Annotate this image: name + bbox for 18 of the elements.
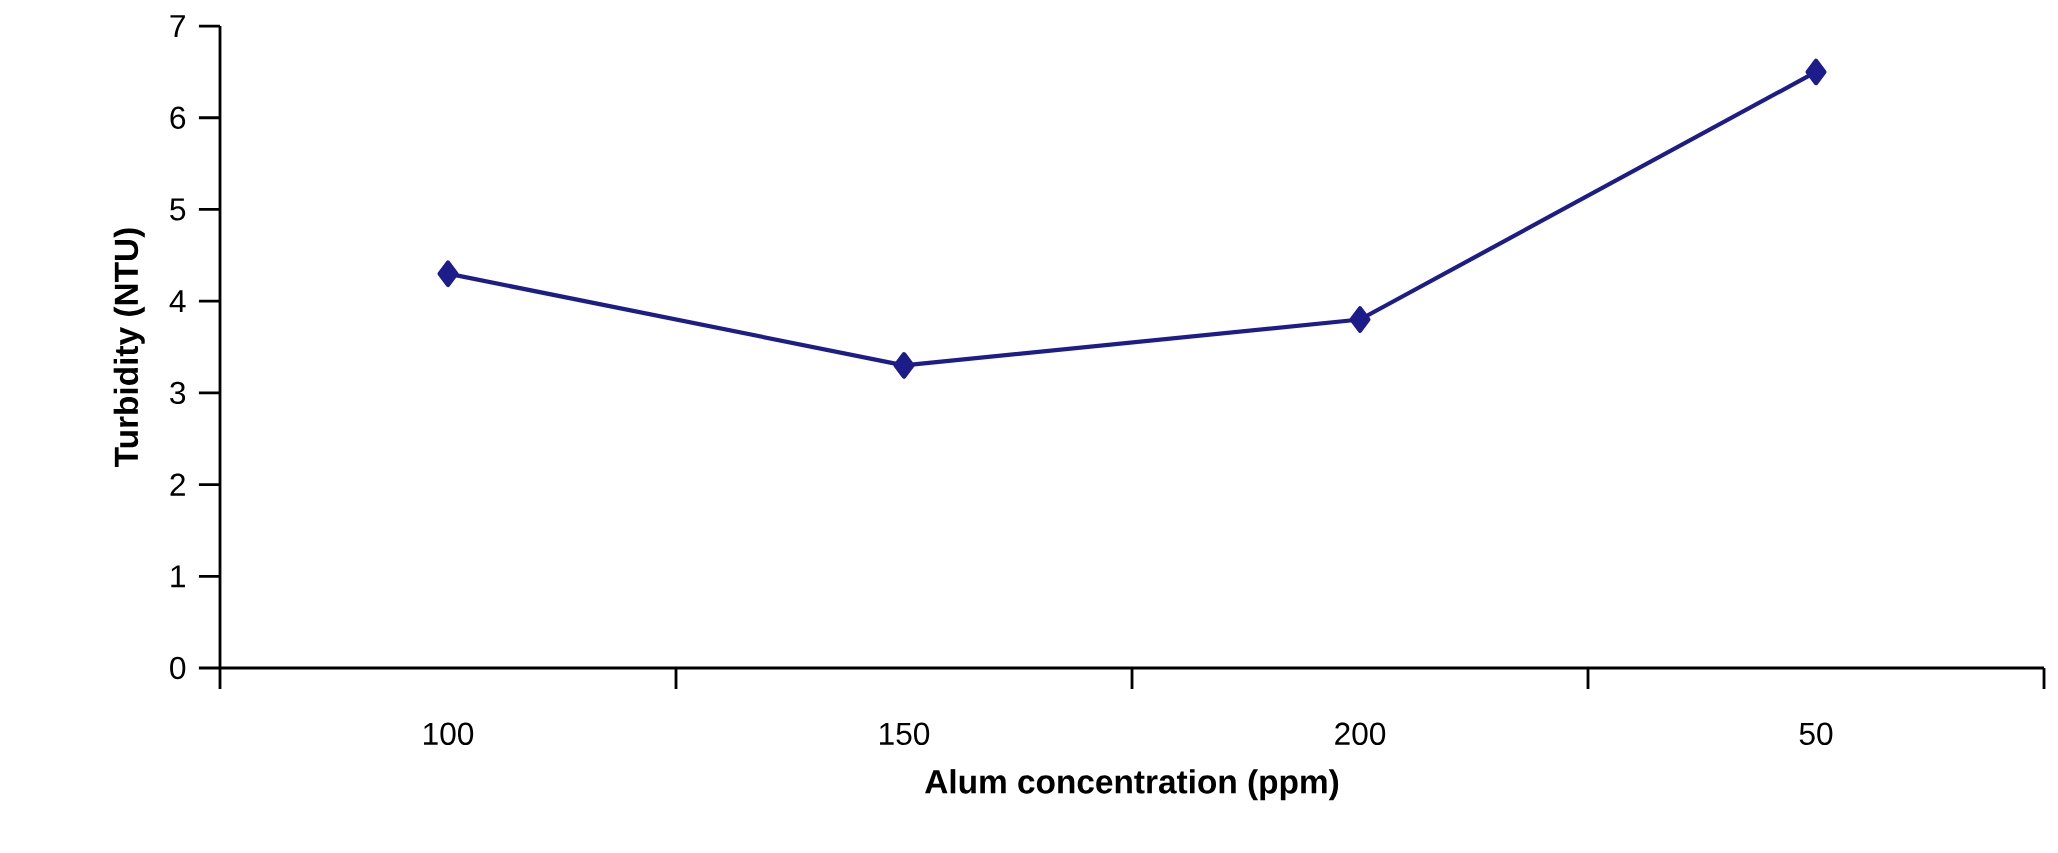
x-axis-title: Alum concentration (ppm) bbox=[925, 769, 1339, 801]
x-tick-label: 200 bbox=[1335, 722, 1386, 746]
x-tick-label: 50 bbox=[1799, 722, 1833, 746]
y-tick-label: 7 bbox=[170, 15, 185, 37]
point bbox=[893, 352, 915, 379]
y-tick-label: 5 bbox=[170, 198, 186, 221]
y-tick-label: 6 bbox=[170, 106, 186, 129]
point bbox=[437, 260, 459, 288]
point bbox=[1349, 306, 1371, 333]
x-tick-label: 150 bbox=[880, 722, 930, 746]
y-tick-label: 0 bbox=[170, 656, 186, 680]
y-tick-label: 1 bbox=[171, 565, 185, 588]
y-tick-label: 2 bbox=[170, 473, 185, 496]
y-tick-label: 3 bbox=[170, 381, 186, 405]
x-tick-label: 100 bbox=[424, 722, 474, 746]
point bbox=[1805, 58, 1827, 86]
y-axis-title: Turbidity (NTU) bbox=[113, 228, 145, 467]
y-tick-label: 4 bbox=[169, 290, 186, 313]
